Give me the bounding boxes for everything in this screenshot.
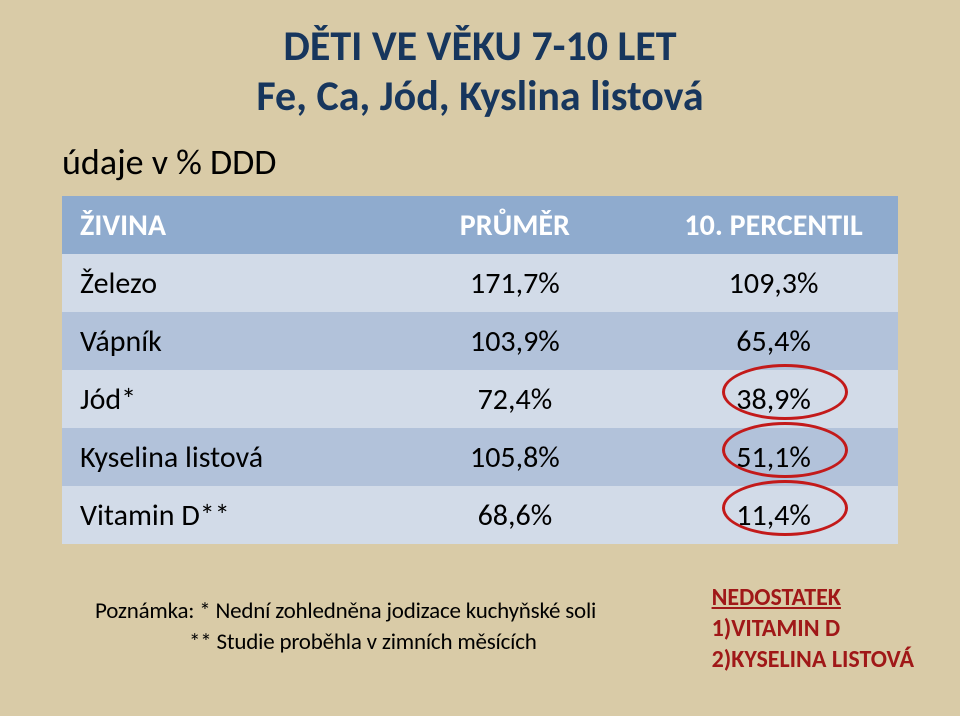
table-header-row: ŽIVINA PRŮMĚR 10. PERCENTIL — [62, 196, 898, 254]
slide-subtitle: údaje v % DDD — [62, 140, 276, 184]
table-row: Vápník 103,9% 65,4% — [62, 312, 898, 370]
shortage-heading: NEDOSTATEK — [712, 583, 841, 612]
footnote-line-1: Poznámka: * Nední zohledněna jodizace ku… — [95, 597, 596, 625]
title-line-2: Fe, Ca, Jód, Kyslina listová — [256, 71, 703, 122]
cell-average: 103,9% — [381, 312, 646, 370]
header-nutrient: ŽIVINA — [62, 196, 381, 254]
cell-nutrient: Vápník — [62, 312, 381, 370]
cell-average: 68,6% — [381, 486, 646, 544]
slide-title: DĚTI VE VĚKU 7-10 LET Fe, Ca, Jód, Kysli… — [0, 22, 960, 123]
cell-percentile: 65,4% — [645, 312, 898, 370]
cell-average: 72,4% — [381, 370, 646, 428]
cell-nutrient: Železo — [62, 254, 381, 312]
cell-average: 171,7% — [381, 254, 646, 312]
footnote-line-2: ** Studie proběhla v zimních měsících — [95, 628, 537, 656]
title-line-1: DĚTI VE VĚKU 7-10 LET — [283, 21, 676, 72]
table-row: Železo 171,7% 109,3% — [62, 254, 898, 312]
cell-nutrient: Jód* — [62, 370, 381, 428]
table-row: Jód* 72,4% 38,9% — [62, 370, 898, 428]
nutrient-table: ŽIVINA PRŮMĚR 10. PERCENTIL Železo 171,7… — [62, 196, 898, 544]
header-average: PRŮMĚR — [381, 196, 646, 254]
slide: DĚTI VE VĚKU 7-10 LET Fe, Ca, Jód, Kysli… — [0, 0, 960, 716]
cell-percentile: 11,4% — [645, 486, 898, 544]
shortage-box: NEDOSTATEK 1)VITAMIN D 2)KYSELINA LISTOV… — [712, 582, 914, 676]
cell-percentile: 51,1% — [645, 428, 898, 486]
cell-nutrient: Vitamin D** — [62, 486, 381, 544]
table-row: Kyselina listová 105,8% 51,1% — [62, 428, 898, 486]
shortage-item-1: 1)VITAMIN D — [712, 614, 841, 643]
footnote: Poznámka: * Nední zohledněna jodizace ku… — [95, 596, 596, 658]
cell-nutrient: Kyselina listová — [62, 428, 381, 486]
header-percentile: 10. PERCENTIL — [645, 196, 898, 254]
cell-percentile: 38,9% — [645, 370, 898, 428]
table-row: Vitamin D** 68,6% 11,4% — [62, 486, 898, 544]
cell-average: 105,8% — [381, 428, 646, 486]
cell-percentile: 109,3% — [645, 254, 898, 312]
shortage-item-2: 2)KYSELINA LISTOVÁ — [712, 645, 914, 674]
